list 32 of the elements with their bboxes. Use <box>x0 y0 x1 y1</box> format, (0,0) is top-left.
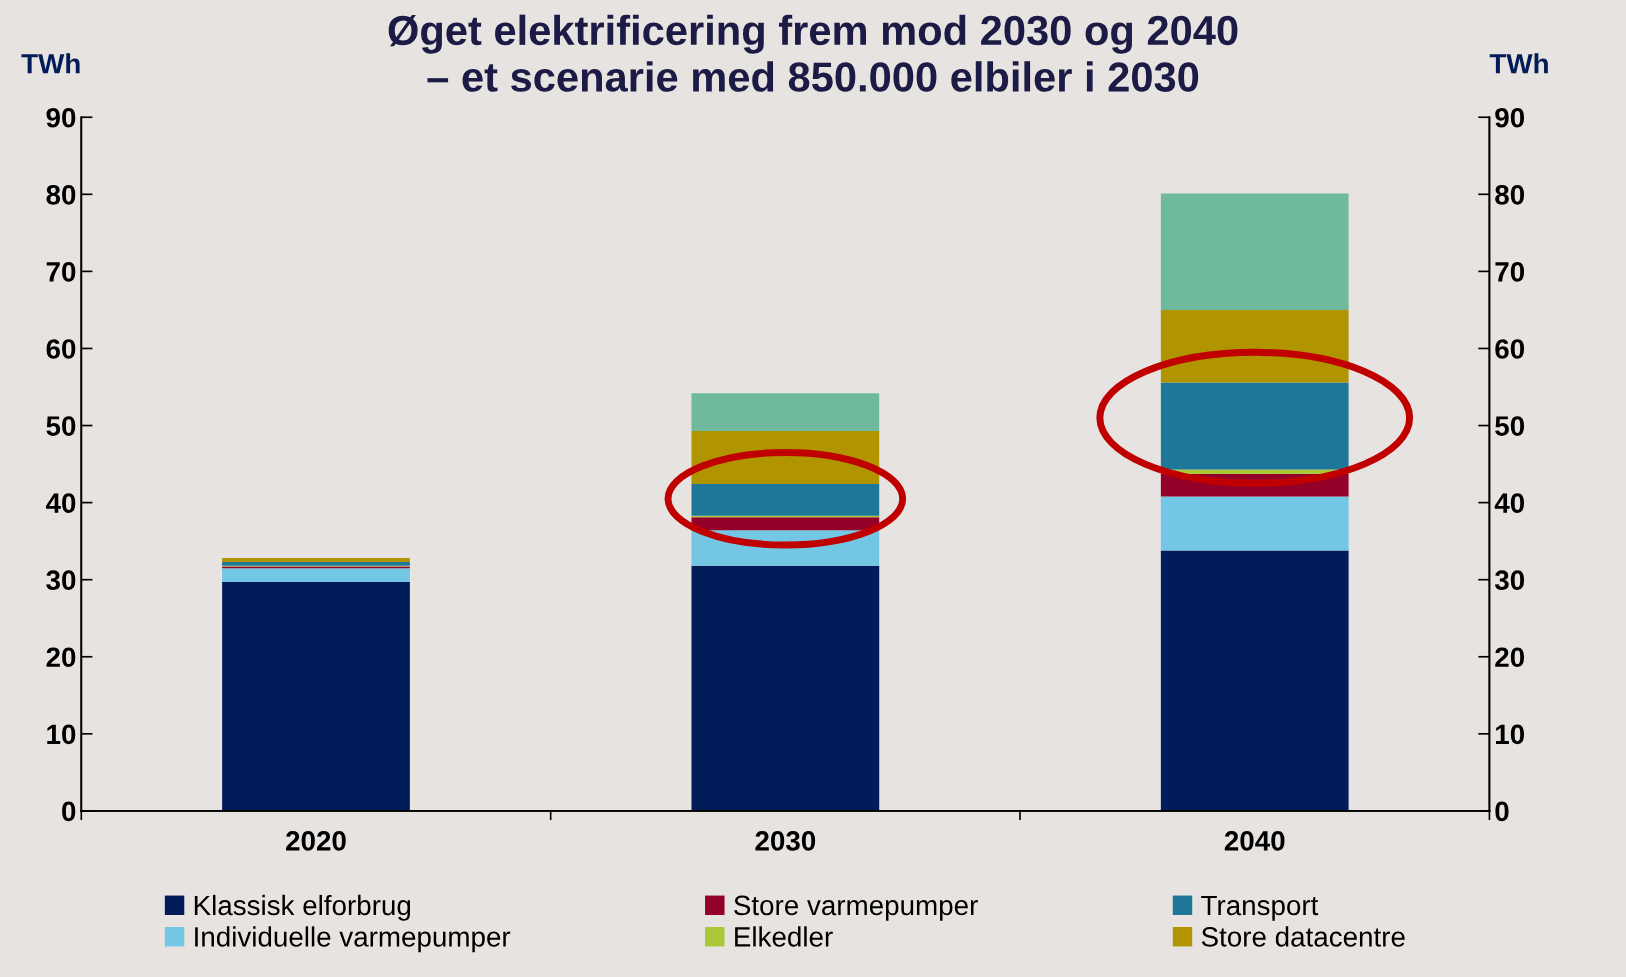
x-tick-label: 2030 <box>755 831 816 851</box>
legend-label: Klassisk elforbrug <box>194 894 411 921</box>
y2-tick-label: 70 <box>1495 262 1525 282</box>
y2-tick-label: 90 <box>1495 107 1525 128</box>
y2-tick-label: 10 <box>1496 724 1525 745</box>
x-tick-label: 2040 <box>1224 831 1285 851</box>
y-tick-label: 40 <box>45 493 76 513</box>
y2-tick-label: 30 <box>1494 570 1525 591</box>
y-tick-label: 50 <box>46 416 76 436</box>
legend-label: Transport <box>1201 895 1319 921</box>
y-tick-label: 80 <box>46 184 76 205</box>
y-tick-label: 60 <box>46 339 76 359</box>
y-tick-label: 20 <box>46 647 76 668</box>
legend-label: Store datacentre <box>1201 926 1405 947</box>
x-tick-label: 2020 <box>286 831 346 851</box>
y2-tick-label: 80 <box>1495 184 1525 205</box>
y2-tick-label: 20 <box>1495 647 1525 668</box>
legend-label: Elkedler <box>735 926 833 947</box>
y2-tick-label: 50 <box>1495 416 1525 436</box>
y-tick-label: 0 <box>62 801 76 822</box>
y-tick-label: 30 <box>46 570 76 591</box>
y2-tick-label: 40 <box>1494 493 1525 513</box>
y-axis-title: TWh <box>21 53 80 74</box>
y2-tick-label: 60 <box>1495 339 1525 359</box>
y-tick-label: 90 <box>46 107 76 128</box>
y2-tick-label: 0 <box>1495 801 1509 822</box>
y-tick-label: 70 <box>46 262 76 282</box>
y-tick-label: 10 <box>47 724 76 745</box>
chart-title: Øget elektrificering frem mod 2030 og 2040 – et scenarie med 850.000 elbiler i 2030 <box>388 14 1238 92</box>
legend-label: Individuelle varmepumper <box>195 926 511 953</box>
y2-axis-title: TWh <box>1489 53 1548 74</box>
legend-label: Store varmepumper <box>734 895 978 921</box>
